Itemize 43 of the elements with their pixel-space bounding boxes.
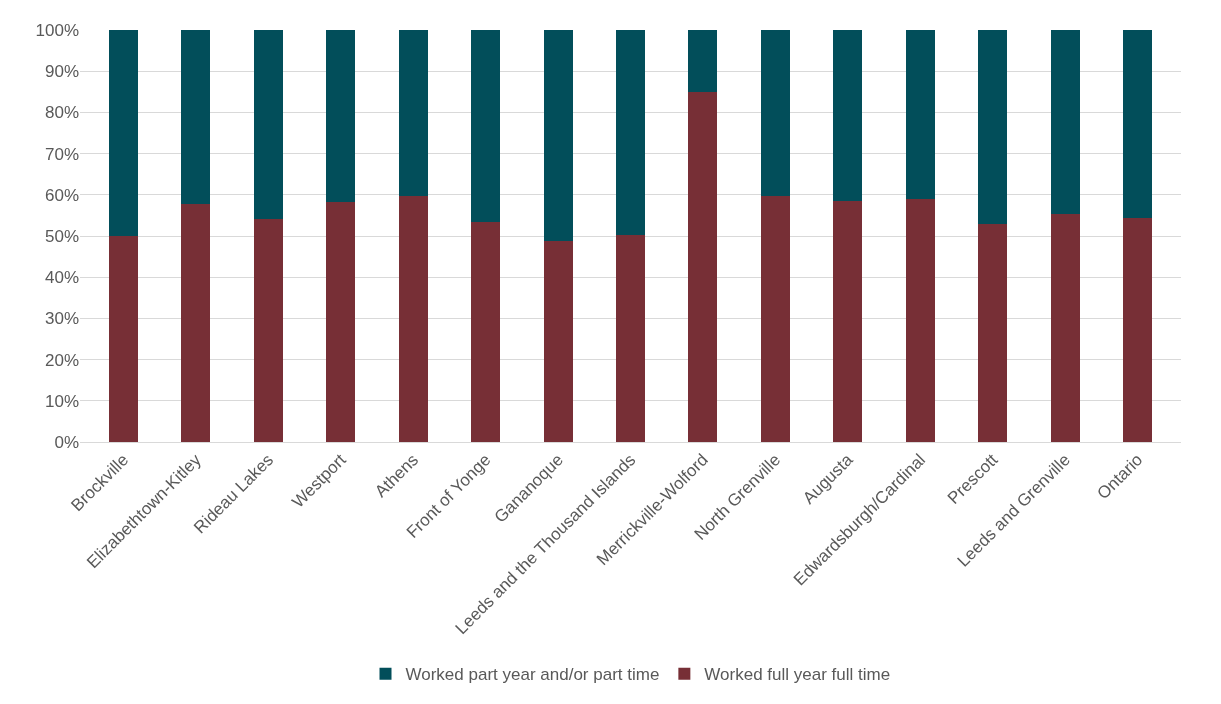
bar [978,224,1008,442]
bar [1050,30,1080,214]
bar [326,30,356,203]
bar [978,30,1008,225]
bar [471,221,501,442]
bar [543,30,573,241]
bar [398,30,428,196]
bar [760,30,790,197]
bar [108,235,138,442]
y-tick-label: 50% [44,226,79,246]
bar [905,30,935,199]
bar [1123,30,1153,219]
y-tick-label: 100% [35,20,79,40]
bar [616,235,645,442]
bar [181,203,211,442]
y-tick-label: 0% [54,432,79,452]
bar [1050,213,1080,442]
bar [833,30,863,202]
bar [1123,218,1153,442]
bar [616,30,645,236]
bar [688,30,718,93]
bar [471,30,501,222]
legend-label: Worked full year full time [704,665,891,685]
bar [688,92,718,442]
y-tick-label: 80% [44,103,79,123]
bar [543,240,573,442]
bar [253,30,283,220]
y-tick-label: 60% [44,185,79,205]
bar [253,219,283,442]
bar [398,195,428,442]
bar [181,30,211,204]
y-tick-label: 70% [44,144,79,164]
y-tick-label: 40% [44,268,79,288]
y-tick-label: 20% [44,350,79,370]
bar [905,198,935,442]
bar [326,202,356,442]
legend-label: Worked part year and/or part time [405,665,660,685]
bar [760,196,790,442]
bar [833,201,863,442]
y-tick-label: 90% [44,62,79,82]
y-tick-label: 10% [44,391,79,411]
y-tick-label: 30% [44,309,79,329]
bar [108,30,138,236]
